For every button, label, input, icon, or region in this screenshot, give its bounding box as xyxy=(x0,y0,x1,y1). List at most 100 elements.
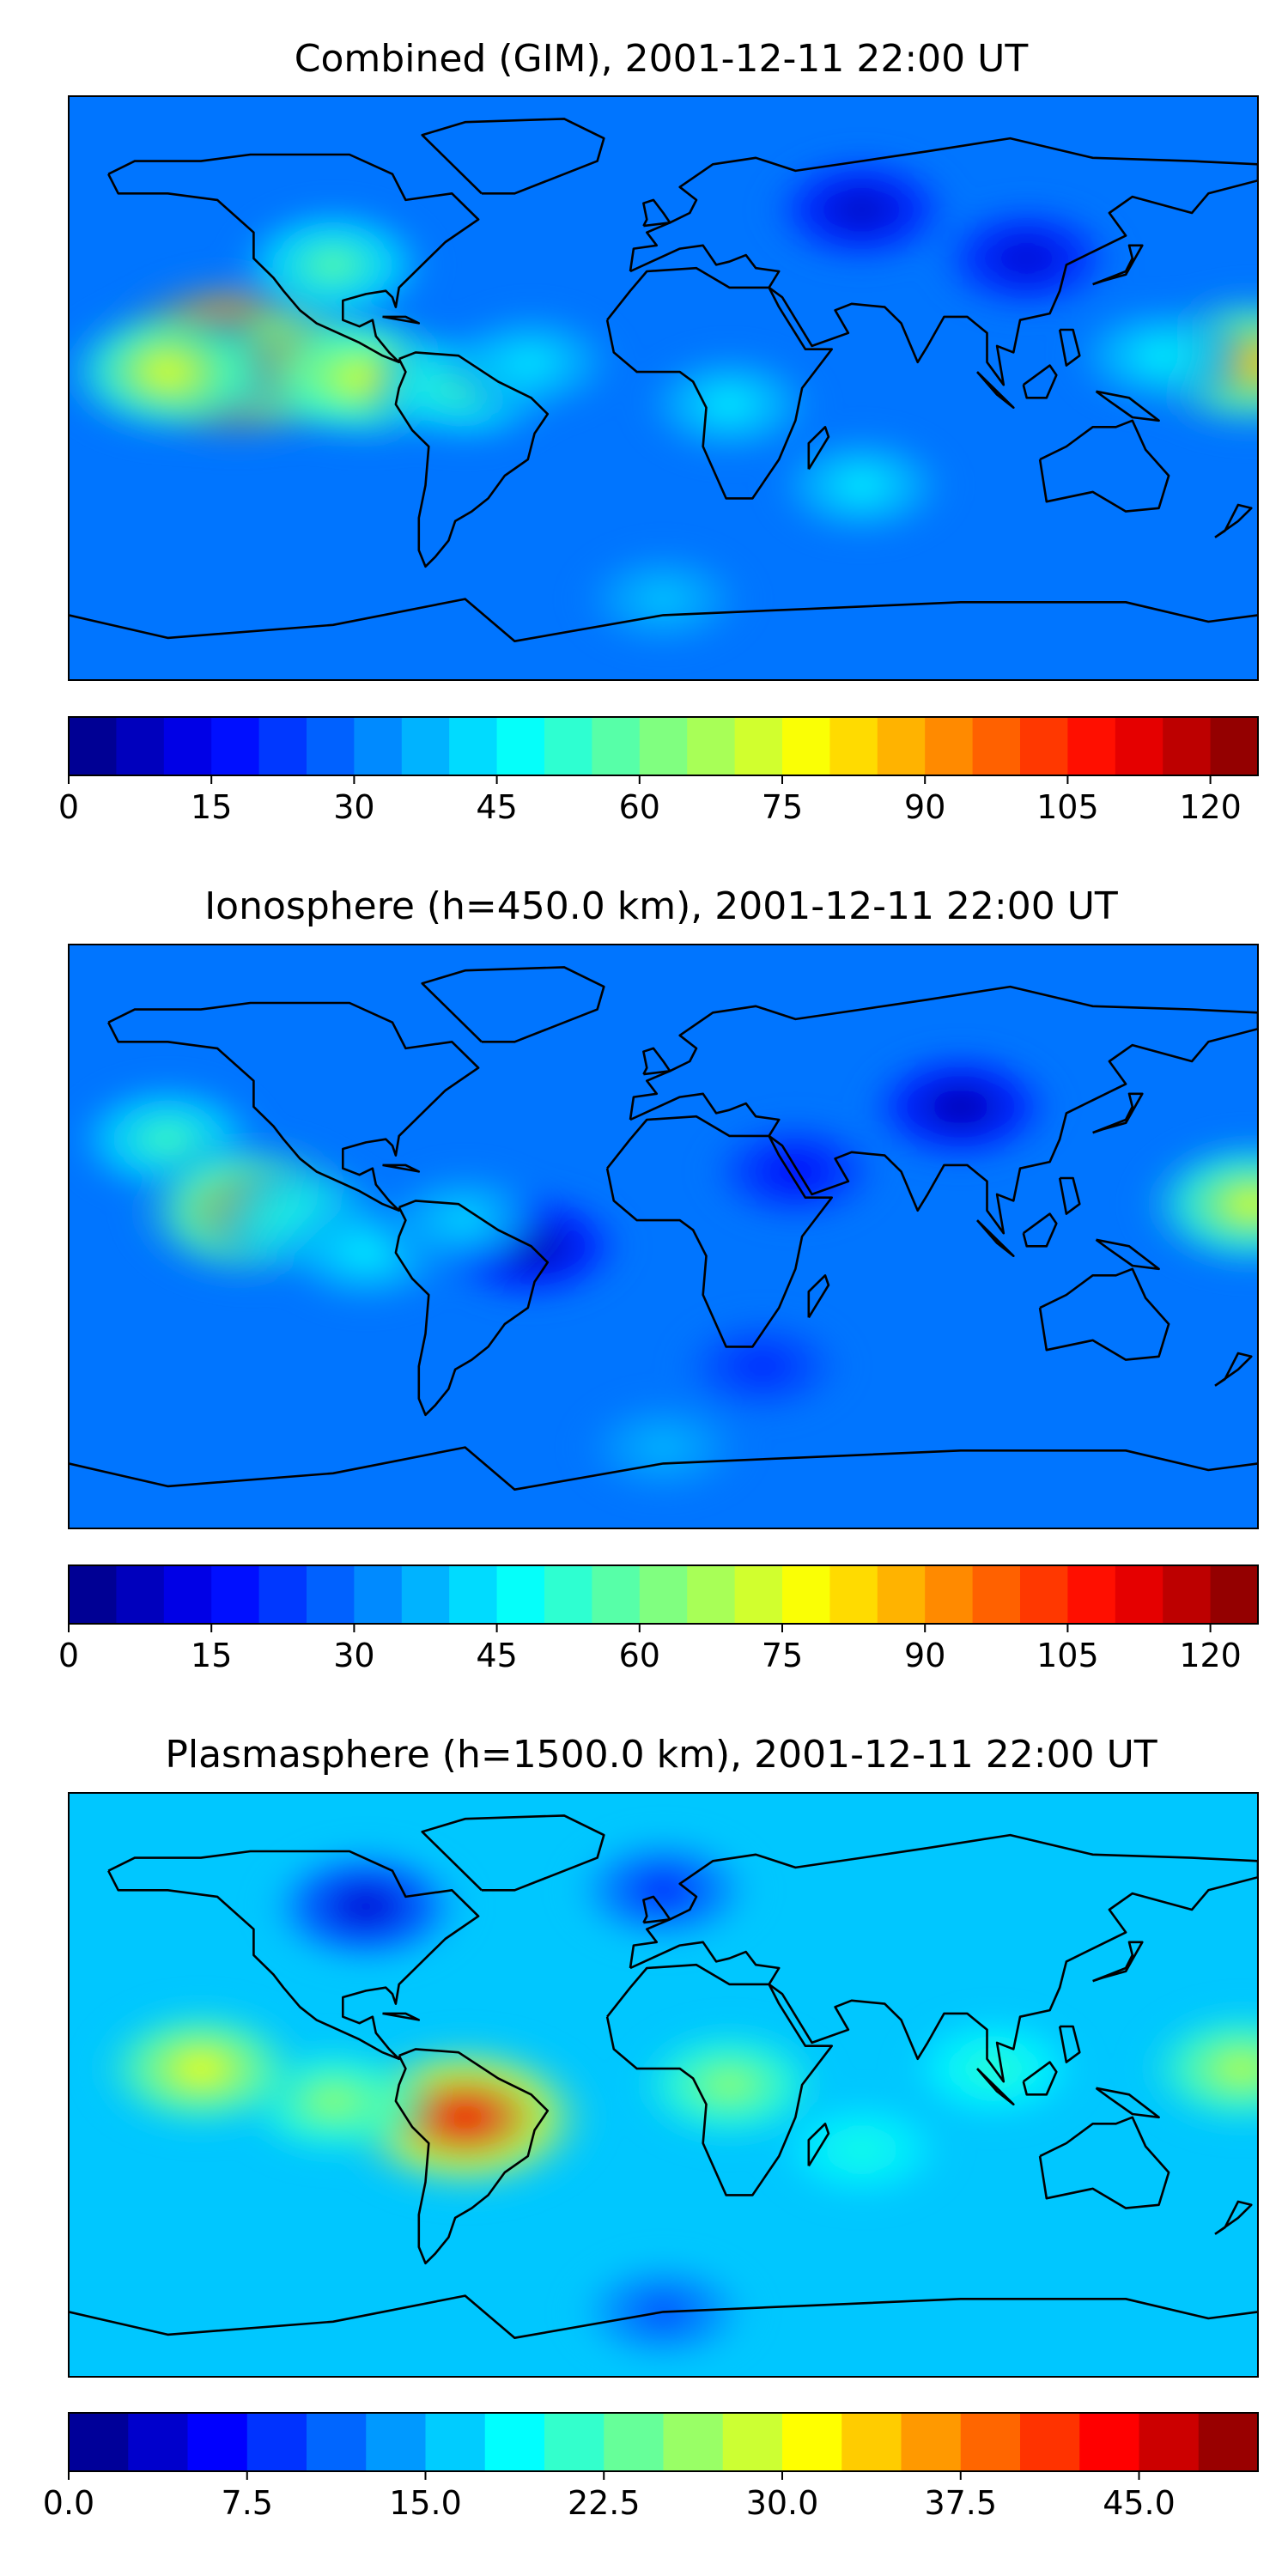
colorbar-segment xyxy=(69,1565,117,1624)
tec-field-blob xyxy=(568,1388,758,1506)
coastline xyxy=(421,118,605,195)
coastline xyxy=(394,1200,550,1417)
colorbar-segment xyxy=(1210,1565,1259,1624)
colorbar-tick-label: 30 xyxy=(333,1637,374,1674)
colorbar-tick-label: 120 xyxy=(1179,1637,1242,1674)
coastline xyxy=(605,1963,833,2196)
colorbar-segment xyxy=(425,2413,486,2471)
colorbar-tick-label: 90 xyxy=(904,1637,945,1674)
colorbar-segment xyxy=(722,2413,783,2471)
tec-field-blob xyxy=(432,301,630,424)
coastline xyxy=(1038,2116,1170,2209)
colorbar-segment xyxy=(69,717,117,775)
coastline xyxy=(69,598,1258,642)
coastline xyxy=(394,351,550,568)
colorbar-tick-label: 0 xyxy=(58,1637,79,1674)
tec-field-blob xyxy=(762,423,962,548)
colorbar-segment xyxy=(1079,2413,1140,2471)
panel-ionosphere: Ionosphere (h=450.0 km), 2001-12-11 22:0… xyxy=(58,884,1259,1674)
panel-title: Plasmasphere (h=1500.0 km), 2001-12-11 2… xyxy=(165,1733,1157,1777)
colorbar-segment xyxy=(496,717,545,775)
colorbar-tick-label: 45 xyxy=(476,788,517,826)
coastline xyxy=(1038,419,1170,513)
coastline xyxy=(1038,1267,1170,1361)
coastline xyxy=(1022,2061,1058,2096)
coastline xyxy=(1214,2200,1253,2235)
colorbar-plasmasphere: 0.0 7.5 15.0 22.5 30.0 37.5 45.0 xyxy=(43,2412,1259,2522)
coastline xyxy=(1058,1176,1081,1215)
coastline xyxy=(807,2123,830,2167)
colorbar-tick-label: 37.5 xyxy=(924,2484,997,2522)
coastline xyxy=(1095,2087,1160,2119)
coastline xyxy=(1022,364,1058,399)
coastline xyxy=(807,1274,830,1319)
colorbar-segment xyxy=(307,717,355,775)
colorbar-tick-label: 22.5 xyxy=(568,2484,641,2522)
colorbar-segment xyxy=(258,1565,307,1624)
coastline xyxy=(69,2294,1258,2339)
colorbar-segment xyxy=(1115,717,1163,775)
colorbar-segment xyxy=(829,717,878,775)
colorbar-ionosphere: 0 15 30 45 60 75 90 105 120 xyxy=(58,1564,1259,1674)
colorbar-segment xyxy=(877,1565,926,1624)
colorbar-tick-label: 105 xyxy=(1036,788,1099,826)
coastline xyxy=(1022,1212,1058,1248)
map-frame xyxy=(68,944,1259,1529)
colorbar-segment xyxy=(1163,1565,1212,1624)
tec-field-blob xyxy=(1128,1127,1258,1280)
colorbar-segment xyxy=(972,1565,1021,1624)
colorbar-segment xyxy=(829,1565,878,1624)
tec-field-blob xyxy=(255,1838,477,1976)
panel-title: Combined (GIM), 2001-12-11 22:00 UT xyxy=(295,37,1029,81)
coastline xyxy=(807,426,830,471)
colorbar-tick-label: 60 xyxy=(619,1637,660,1674)
colorbar-segment xyxy=(782,2413,842,2471)
coastline xyxy=(107,153,480,364)
colorbar-segment xyxy=(163,717,212,775)
colorbar-segment xyxy=(1020,1565,1068,1624)
colorbar-segment xyxy=(734,1565,783,1624)
colorbar-tick-label: 0 xyxy=(58,788,79,826)
coastline xyxy=(976,2068,1015,2105)
tec-field-blob xyxy=(629,343,829,466)
coastline xyxy=(1092,244,1144,286)
coastline xyxy=(605,1115,833,1348)
colorbar-tick-label: 15 xyxy=(191,788,232,826)
colorbar-segment xyxy=(116,717,165,775)
colorbar-segment xyxy=(1139,2413,1200,2471)
colorbar-segment xyxy=(307,2413,367,2471)
tec-field-blob xyxy=(854,1040,1068,1174)
panel-combined: Combined (GIM), 2001-12-11 22:00 UT 0 15 3… xyxy=(58,37,1259,826)
colorbar-segment xyxy=(484,2413,545,2471)
coastline xyxy=(629,985,1258,1235)
coastline xyxy=(629,137,1258,386)
tec-field-blob xyxy=(756,144,967,275)
colorbar-segment xyxy=(877,717,926,775)
coastline xyxy=(421,1814,605,1892)
colorbar-frame xyxy=(68,1564,1259,1625)
coastline xyxy=(382,1163,421,1173)
panel-title: Ionosphere (h=450.0 km), 2001-12-11 22:0… xyxy=(204,884,1118,928)
colorbar-segment xyxy=(258,717,307,775)
colorbar-segment xyxy=(592,1565,641,1624)
colorbar-segment xyxy=(925,1565,974,1624)
tec-field-blob xyxy=(84,1996,318,2142)
tec-field-blob xyxy=(1130,2000,1258,2138)
coastline xyxy=(1092,1941,1144,1983)
colorbar-combined: 0 15 30 45 60 75 90 105 120 xyxy=(58,716,1259,826)
colorbar-segment xyxy=(639,717,688,775)
colorbar-segment xyxy=(1067,717,1116,775)
colorbar-segment xyxy=(187,2413,248,2471)
colorbar-tick-label: 75 xyxy=(762,788,803,826)
colorbar-segment xyxy=(211,1565,260,1624)
colorbar-segment xyxy=(604,2413,665,2471)
tec-field-blob xyxy=(1059,294,1258,417)
colorbar-segment xyxy=(1020,717,1068,775)
colorbar-segment xyxy=(841,2413,902,2471)
coastline xyxy=(1058,2025,1081,2063)
colorbar-segment xyxy=(592,717,641,775)
colorbar-segment xyxy=(449,717,498,775)
colorbar-segment xyxy=(128,2413,189,2471)
coastline xyxy=(1095,390,1160,422)
